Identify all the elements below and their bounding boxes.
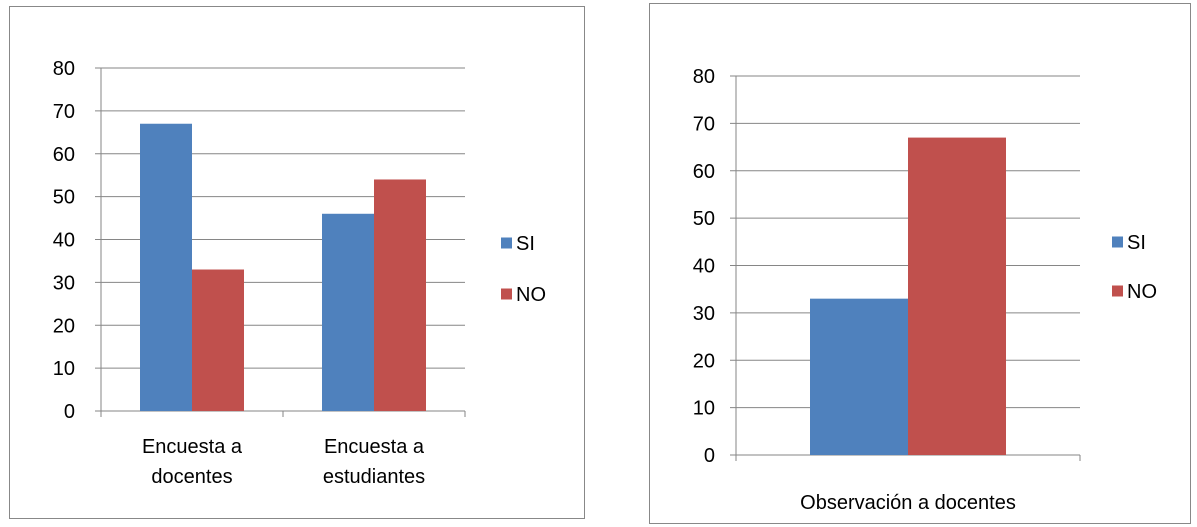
y-tick-label: 10: [53, 358, 75, 380]
x-category-label-line: Encuesta a: [324, 436, 425, 458]
y-tick-label: 60: [693, 161, 715, 183]
y-tick-label: 30: [53, 272, 75, 294]
legend-swatch-no: [1112, 285, 1123, 297]
x-category-label: Encuesta a docentes: [142, 436, 243, 488]
x-category-label: Observación a docentes: [800, 492, 1016, 514]
y-tick-label: 70: [693, 113, 715, 135]
legend-label-si: SI: [1127, 232, 1146, 254]
bar-si: [140, 123, 192, 412]
y-tick-label: 30: [693, 303, 715, 325]
legend-label-no: NO: [516, 284, 546, 306]
y-tick-label: 60: [53, 144, 75, 166]
x-category-label-line: Observación a docentes: [800, 492, 1016, 514]
legend-swatch-no: [501, 288, 512, 300]
y-tick-label: 0: [64, 401, 75, 423]
chart-observacion: 0 10 20 30 40 50 60 70 80 Observación a docentes S…: [649, 3, 1191, 524]
bar-si: [322, 213, 374, 411]
y-tick-label: 80: [53, 58, 75, 80]
y-tick-label: 40: [53, 230, 75, 252]
y-tick-label: 50: [53, 187, 75, 209]
legend-label-no: NO: [1127, 281, 1157, 303]
y-tick-label: 40: [693, 256, 715, 278]
y-tick-label: 20: [693, 350, 715, 372]
y-tick-label: 50: [693, 208, 715, 230]
y-tick-label: 70: [53, 101, 75, 123]
y-tick-label: 80: [693, 66, 715, 88]
x-category-label-line: docentes: [151, 466, 232, 488]
x-category-label-line: Encuesta a: [142, 436, 243, 458]
legend-label-si: SI: [516, 233, 535, 255]
y-tick-label: 20: [53, 315, 75, 337]
chart-encuestas: 0 10 20 30 40 50 60 70 80 Encuesta a docentes Encue…: [9, 6, 585, 519]
bar-si: [810, 298, 908, 455]
x-category-label: Encuesta a estudiantes: [323, 436, 425, 488]
chart-observacion-svg: 0 10 20 30 40 50 60 70 80 Observación a docentes S…: [693, 66, 1157, 514]
bar-no: [908, 137, 1006, 455]
y-tick-label: 10: [693, 398, 715, 420]
legend-swatch-si: [1112, 236, 1123, 248]
x-category-label-line: estudiantes: [323, 466, 425, 488]
y-tick-label: 0: [704, 445, 715, 467]
bar-no: [192, 269, 244, 411]
bar-no: [374, 179, 426, 411]
legend-swatch-si: [501, 237, 512, 249]
